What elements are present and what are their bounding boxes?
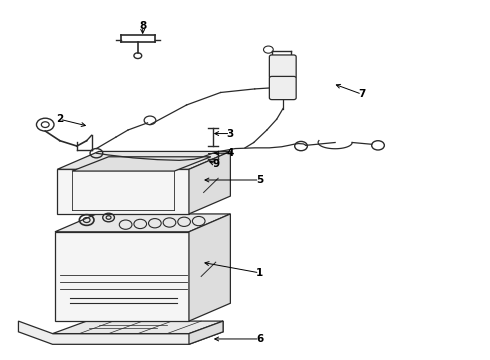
Text: 2: 2 <box>56 114 64 124</box>
Polygon shape <box>55 214 230 232</box>
Polygon shape <box>55 232 189 321</box>
Polygon shape <box>57 169 189 214</box>
Text: 4: 4 <box>227 148 234 158</box>
Text: 7: 7 <box>358 89 366 99</box>
FancyBboxPatch shape <box>270 76 296 100</box>
Text: 5: 5 <box>256 175 263 185</box>
Polygon shape <box>57 152 230 169</box>
Text: 3: 3 <box>227 129 234 139</box>
Polygon shape <box>52 321 223 334</box>
Polygon shape <box>189 214 230 321</box>
Text: 6: 6 <box>256 334 263 344</box>
Polygon shape <box>72 157 211 171</box>
Text: 9: 9 <box>212 159 220 169</box>
Polygon shape <box>189 152 230 214</box>
Text: 8: 8 <box>139 21 147 31</box>
FancyBboxPatch shape <box>270 55 296 78</box>
Text: 1: 1 <box>256 268 263 278</box>
Polygon shape <box>189 321 223 344</box>
Polygon shape <box>19 321 223 344</box>
